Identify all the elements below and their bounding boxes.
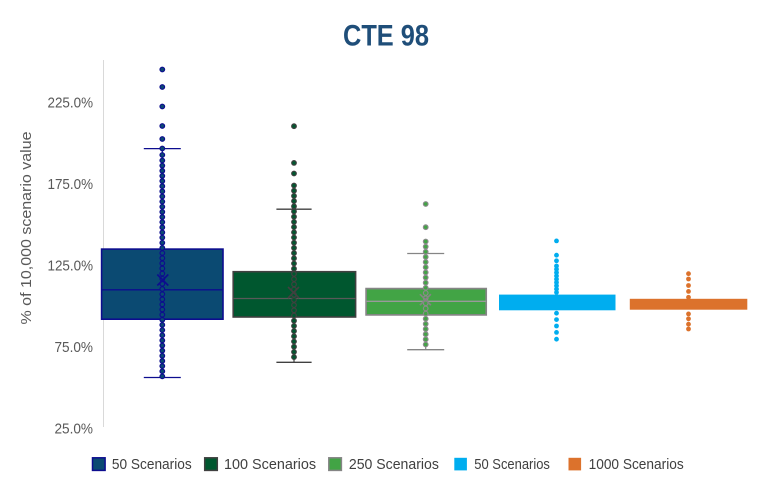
- svg-text:125.0%: 125.0%: [48, 257, 94, 274]
- svg-text:CTE 98: CTE 98: [343, 20, 429, 53]
- svg-text:% of 10,000 scenario value: % of 10,000 scenario value: [19, 132, 35, 325]
- svg-text:25.0%: 25.0%: [55, 420, 94, 437]
- svg-text:50 Scenarios: 50 Scenarios: [474, 456, 550, 473]
- svg-text:1000 Scenarios: 1000 Scenarios: [589, 456, 684, 473]
- svg-text:250 Scenarios: 250 Scenarios: [349, 456, 439, 473]
- svg-text:225.0%: 225.0%: [48, 94, 94, 111]
- svg-text:50 Scenarios: 50 Scenarios: [112, 456, 192, 473]
- svg-text:100 Scenarios: 100 Scenarios: [224, 456, 316, 473]
- svg-text:75.0%: 75.0%: [55, 339, 94, 356]
- svg-text:175.0%: 175.0%: [48, 176, 94, 193]
